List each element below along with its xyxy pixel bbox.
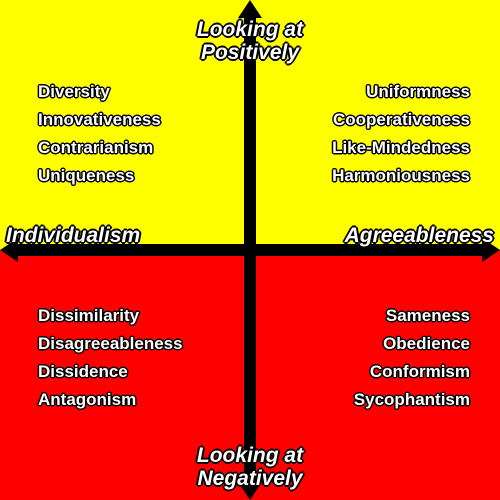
axis-label-left: Individualism — [6, 224, 140, 247]
word-list-bottom-right: Sameness Obedience Conformism Sycophanti… — [354, 306, 470, 410]
axis-top-line2: Positively — [201, 41, 299, 64]
word-item: Obedience — [383, 334, 470, 354]
axis-bottom-line1: Looking at — [197, 444, 303, 467]
word-item: Dissimilarity — [38, 306, 139, 326]
vertical-axis — [244, 12, 256, 488]
word-item: Uniqueness — [38, 166, 134, 186]
axis-label-right: Agreeableness — [345, 224, 494, 247]
axis-bottom-line2: Negatively — [197, 467, 302, 490]
axis-top-line1: Looking at — [197, 18, 303, 41]
word-item: Antagonism — [38, 390, 136, 410]
word-item: Diversity — [38, 82, 110, 102]
word-item: Disagreeableness — [38, 334, 183, 354]
word-item: Sycophantism — [354, 390, 470, 410]
word-item: Like-Mindedness — [332, 138, 470, 158]
word-item: Conformism — [370, 362, 470, 382]
word-item: Dissidence — [38, 362, 128, 382]
word-item: Innovativeness — [38, 110, 161, 130]
word-list-top-right: Uniformness Cooperativeness Like-Mindedn… — [332, 82, 470, 186]
word-list-bottom-left: Dissimilarity Disagreeableness Dissidenc… — [38, 306, 183, 410]
word-item: Uniformness — [366, 82, 470, 102]
word-item: Contrarianism — [38, 138, 153, 158]
axis-label-bottom: Looking at Negatively — [0, 444, 500, 490]
word-list-top-left: Diversity Innovativeness Contrarianism U… — [38, 82, 161, 186]
arrow-up-icon — [238, 0, 262, 18]
word-item: Sameness — [386, 306, 470, 326]
word-item: Harmoniousness — [332, 166, 470, 186]
word-item: Cooperativeness — [333, 110, 470, 130]
axis-label-top: Looking at Positively — [0, 18, 500, 64]
